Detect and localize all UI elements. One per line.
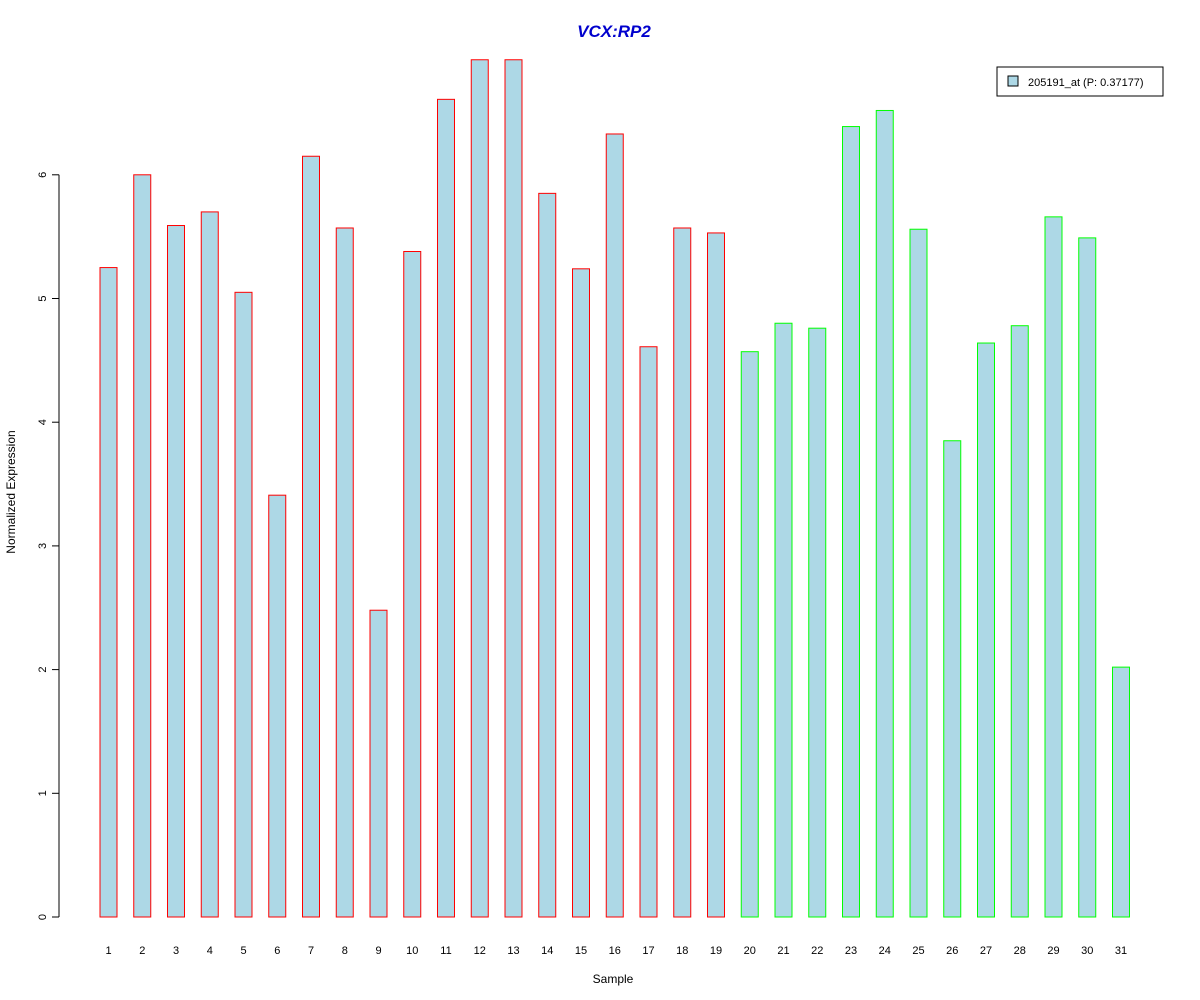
x-tick-label: 26 <box>946 945 958 957</box>
y-tick-label: 5 <box>37 295 49 301</box>
bar-sample-5 <box>234 291 253 918</box>
x-tick-label: 25 <box>912 945 924 957</box>
bar-sample-1 <box>99 267 118 918</box>
bar-sample-28 <box>1010 325 1029 918</box>
bar-sample-26 <box>943 440 962 918</box>
x-tick-label: 16 <box>609 945 621 957</box>
bar-sample-27 <box>977 342 995 918</box>
x-tick-label: 6 <box>274 945 280 957</box>
legend-label: 205191_at (P: 0.37177) <box>1028 77 1144 89</box>
y-tick-label: 6 <box>37 172 49 178</box>
bar-sample-13 <box>504 59 523 918</box>
x-tick-label: 4 <box>207 945 213 957</box>
bar-sample-16 <box>605 133 624 918</box>
bar-sample-29 <box>1044 216 1063 918</box>
bar-sample-8 <box>335 227 354 918</box>
x-tick-label: 10 <box>406 945 418 957</box>
x-tick-label: 23 <box>845 945 857 957</box>
x-tick-label: 20 <box>744 945 756 957</box>
y-tick-label: 4 <box>37 419 49 425</box>
x-tick-label: 11 <box>440 945 451 957</box>
bar-sample-24 <box>875 109 894 918</box>
x-tick-label: 17 <box>642 945 654 957</box>
bar-sample-10 <box>403 250 422 918</box>
bar-sample-11 <box>437 98 455 918</box>
y-tick-label: 2 <box>37 667 49 673</box>
bar-sample-6 <box>268 494 287 918</box>
x-tick-label: 19 <box>710 945 722 957</box>
x-tick-label: 3 <box>173 945 179 957</box>
bar-sample-17 <box>639 346 658 918</box>
bar-sample-15 <box>572 268 590 918</box>
bar-sample-3 <box>167 225 185 918</box>
bar-sample-19 <box>707 232 725 918</box>
bar-sample-20 <box>740 351 759 918</box>
y-tick-label: 0 <box>37 914 49 920</box>
bar-sample-12 <box>470 59 489 918</box>
bar-sample-31 <box>1112 666 1130 918</box>
y-tick-label: 3 <box>37 543 49 549</box>
y-axis-title: Normalized Expression <box>4 430 18 553</box>
x-tick-label: 12 <box>474 945 486 957</box>
bar-sample-7 <box>302 155 320 918</box>
bar-sample-21 <box>774 322 793 918</box>
bar-sample-4 <box>200 211 219 918</box>
x-tick-label: 28 <box>1014 945 1026 957</box>
bar-sample-9 <box>369 609 388 918</box>
x-tick-label: 27 <box>980 945 992 957</box>
x-axis-title: Sample <box>593 972 634 986</box>
bar-sample-23 <box>842 126 860 918</box>
bar-sample-14 <box>538 192 557 918</box>
bar-sample-18 <box>673 227 692 918</box>
x-tick-label: 18 <box>676 945 688 957</box>
y-axis: 0 1 2 3 4 5 6 <box>37 172 60 920</box>
bars <box>99 59 1130 918</box>
x-tick-label: 7 <box>308 945 314 957</box>
x-tick-label: 29 <box>1047 945 1059 957</box>
x-tick-label: 15 <box>575 945 587 957</box>
legend: 205191_at (P: 0.37177) <box>996 66 1164 97</box>
x-tick-label: 8 <box>342 945 348 957</box>
y-tick-label: 1 <box>37 790 49 796</box>
x-tick-label: 14 <box>541 945 553 957</box>
bar-sample-30 <box>1078 237 1097 918</box>
x-tick-labels: 1 2 3 4 5 6 7 8 9 10 11 12 13 14 15 16 17 18 19 20 21 22 23 24 2… <box>105 945 1127 957</box>
x-tick-label: 24 <box>879 945 891 957</box>
bar-sample-25 <box>909 228 928 918</box>
chart-title: VCX:RP2 <box>577 22 651 41</box>
x-tick-label: 31 <box>1115 945 1127 957</box>
x-tick-label: 2 <box>139 945 145 957</box>
x-tick-label: 30 <box>1081 945 1093 957</box>
bar-sample-22 <box>808 327 827 918</box>
legend-box <box>996 66 1164 97</box>
x-tick-label: 9 <box>375 945 381 957</box>
bar-sample-2 <box>133 174 152 918</box>
x-tick-label: 5 <box>240 945 246 957</box>
legend-swatch <box>1007 75 1019 87</box>
x-tick-label: 22 <box>811 945 823 957</box>
x-tick-label: 21 <box>777 945 789 957</box>
x-tick-label: 13 <box>507 945 519 957</box>
x-tick-label: 1 <box>105 945 111 957</box>
